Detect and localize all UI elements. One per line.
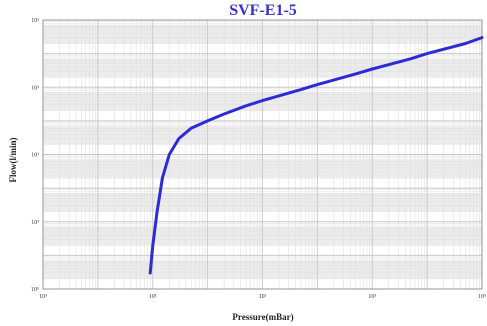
x-axis-label: Pressure(mBar) [232,312,293,322]
y-tick-label: 10¹ [31,85,39,91]
chart-title: SVF-E1-5 [229,2,297,19]
plot-frame [42,19,483,290]
y-axis-label: Flow(l/min) [8,138,18,183]
series-line-1 [148,36,484,275]
x-tick-label: 10¹ [149,294,157,300]
y-tick-label: 10⁵ [31,287,39,293]
y-tick-label: 10³ [31,18,39,24]
x-tick-label: 10⁵ [478,294,486,300]
x-tick-label: 10³ [368,294,376,300]
y-tick-label: 10¹ [31,153,39,159]
x-tick-label: 10³ [39,294,47,300]
x-tick-label: 10¹ [259,294,267,300]
y-tick-label: 10³ [31,220,39,226]
